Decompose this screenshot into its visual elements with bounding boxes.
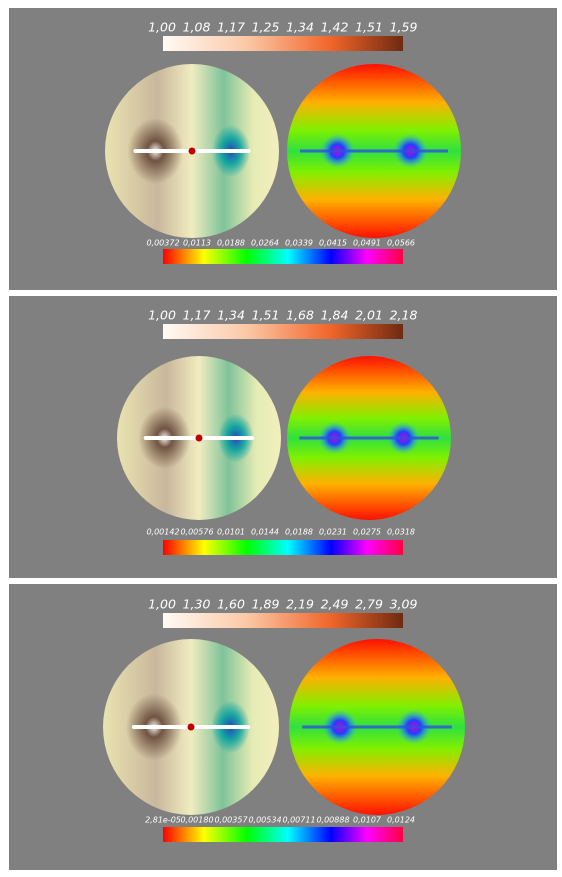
bottom-scale-label: 0,0188 — [217, 239, 245, 248]
bottom-scale-label: 0,0144 — [251, 528, 279, 537]
bottom-scale-label: 0,0101 — [217, 528, 245, 537]
bottom-scale-label: 0,0264 — [251, 239, 279, 248]
bottom-scale-label: 0,0107 — [353, 816, 382, 825]
top-scale-label: 1,89 — [252, 597, 280, 612]
top-scale-label: 1,00 — [148, 20, 176, 35]
bottom-scale-label: 0,00180 — [180, 816, 213, 825]
bottom-scale-label: 0,00372 — [146, 239, 179, 248]
top-colorbar — [163, 324, 403, 339]
top-scale-label: 1,17 — [183, 308, 211, 323]
top-scale-label: 1,30 — [183, 597, 211, 612]
bottom-scale-label: 0,00576 — [180, 528, 213, 537]
bottom-scale-label: 0,0566 — [387, 239, 415, 248]
panel — [9, 584, 557, 870]
top-scale-label: 1,34 — [217, 308, 245, 323]
top-scale-label: 2,19 — [286, 597, 314, 612]
top-colorbar — [163, 613, 403, 628]
top-scale-label: 1,17 — [217, 20, 245, 35]
top-scale-label: 1,68 — [286, 308, 314, 323]
panel — [9, 296, 557, 578]
bottom-scale-label: 0,0231 — [319, 528, 347, 537]
bottom-scale-label: 0,0124 — [387, 816, 415, 825]
top-scale-label: 1,00 — [148, 597, 176, 612]
bottom-scale-label: 0,0113 — [183, 239, 211, 248]
top-scale-label: 2,49 — [321, 597, 349, 612]
top-scale-label: 1,34 — [286, 20, 314, 35]
bottom-scale-label: 0,0415 — [319, 239, 347, 248]
bottom-scale-label: 2,81e-05 — [145, 816, 181, 825]
bottom-colorbar — [163, 249, 403, 264]
center-node — [187, 723, 195, 731]
bottom-scale-label: 0,0188 — [285, 528, 313, 537]
bottom-scale-label: 0,0491 — [353, 239, 381, 248]
bottom-scale-label: 0,00888 — [316, 816, 349, 825]
bottom-scale-label: 0,00534 — [248, 816, 281, 825]
top-scale-label: 1,00 — [148, 308, 176, 323]
top-scale-label: 2,01 — [355, 308, 383, 323]
bottom-scale-label: 0,00357 — [214, 816, 248, 825]
top-colorbar — [163, 36, 403, 51]
bottom-scale-label: 0,0339 — [285, 239, 313, 248]
top-scale-label: 1,60 — [217, 597, 245, 612]
top-scale-label: 1,25 — [252, 20, 280, 35]
top-scale-label: 1,51 — [252, 308, 280, 323]
top-scale-label: 1,51 — [355, 20, 383, 35]
panel — [9, 8, 557, 290]
center-node — [195, 434, 203, 442]
bottom-scale-label: 0,0275 — [353, 528, 381, 537]
top-scale-label: 1,42 — [321, 20, 349, 35]
center-node — [188, 147, 196, 155]
top-scale-label: 3,09 — [390, 597, 418, 612]
bottom-scale-label: 0,00142 — [146, 528, 179, 537]
top-scale-label: 2,79 — [355, 597, 383, 612]
bottom-scale-label: 0,0318 — [387, 528, 415, 537]
bottom-colorbar — [163, 827, 403, 842]
bottom-colorbar — [163, 540, 403, 555]
top-scale-label: 1,08 — [183, 20, 211, 35]
top-scale-label: 1,84 — [321, 308, 349, 323]
top-scale-label: 1,59 — [390, 20, 418, 35]
bottom-scale-label: 0,00711 — [282, 816, 315, 825]
top-scale-label: 2,18 — [390, 308, 418, 323]
